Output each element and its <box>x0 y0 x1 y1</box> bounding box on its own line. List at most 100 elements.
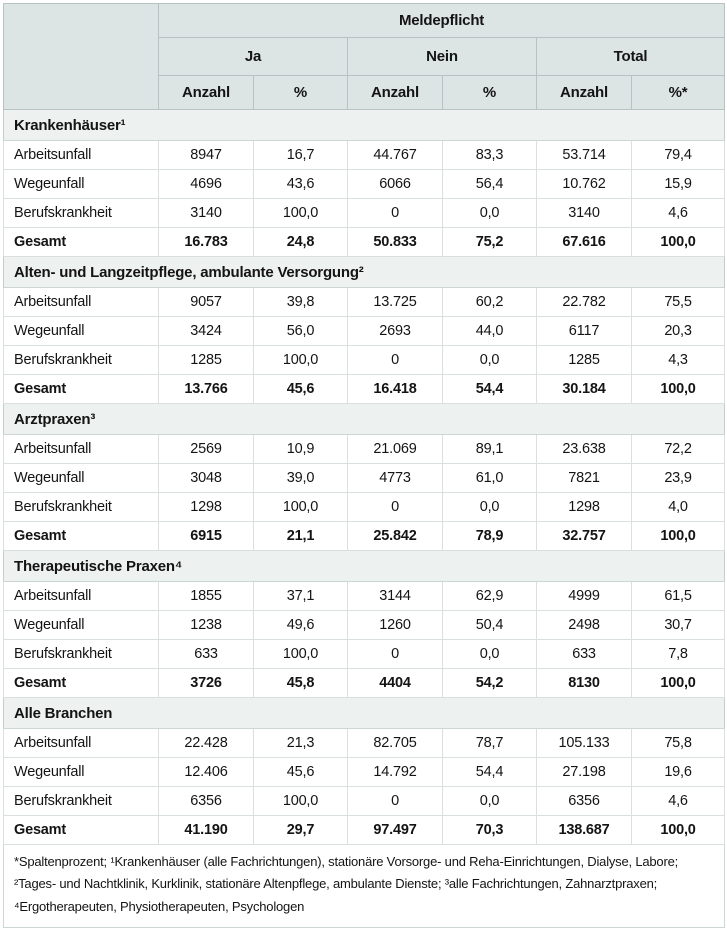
row-label: Wegeunfall <box>3 316 159 346</box>
cell-value: 3048 <box>158 463 254 493</box>
header-nein-prozent: % <box>442 75 537 110</box>
cell-value: 56,0 <box>253 316 348 346</box>
section-title: Alten- und Langzeitpflege, ambulante Ver… <box>2 256 726 288</box>
cell-value: 54,2 <box>442 668 537 698</box>
cell-value: 633 <box>536 639 632 669</box>
cell-value: 39,0 <box>253 463 348 493</box>
cell-value: 100,0 <box>253 345 348 375</box>
cell-value: 41.190 <box>158 815 254 845</box>
table-row: Gesamt 6915 21,1 25.842 78,9 32.757 100,0 <box>3 521 726 551</box>
section-title: Krankenhäuser¹ <box>2 109 726 141</box>
meldepflicht-table: Meldepflicht Ja Nein Total Anzahl % Anza… <box>2 3 726 929</box>
row-label: Gesamt <box>3 815 159 845</box>
cell-value: 100,0 <box>630 227 726 257</box>
section-header-row: Therapeutische Praxen⁴ <box>2 550 726 582</box>
row-label: Wegeunfall <box>3 463 159 493</box>
row-label: Arbeitsunfall <box>3 287 159 317</box>
row-label: Berufskrankheit <box>3 198 159 228</box>
row-label: Arbeitsunfall <box>3 434 159 464</box>
cell-value: 72,2 <box>630 434 726 464</box>
row-label: Gesamt <box>3 227 159 257</box>
section-header-row: Alten- und Langzeitpflege, ambulante Ver… <box>2 256 726 288</box>
table-row: Berufskrankheit 1285 100,0 0 0,0 1285 4,3 <box>3 345 726 375</box>
cell-value: 138.687 <box>536 815 632 845</box>
cell-value: 0 <box>347 786 443 816</box>
cell-value: 13.766 <box>158 374 254 404</box>
cell-value: 39,8 <box>253 287 348 317</box>
row-label: Berufskrankheit <box>3 639 159 669</box>
cell-value: 54,4 <box>442 374 537 404</box>
cell-value: 4,6 <box>630 786 726 816</box>
cell-value: 6915 <box>158 521 254 551</box>
cell-value: 44.767 <box>347 140 443 170</box>
cell-value: 25.842 <box>347 521 443 551</box>
cell-value: 0 <box>347 198 443 228</box>
cell-value: 43,6 <box>253 169 348 199</box>
cell-value: 1260 <box>347 610 443 640</box>
cell-value: 0,0 <box>442 198 537 228</box>
cell-value: 13.725 <box>347 287 443 317</box>
cell-value: 32.757 <box>536 521 632 551</box>
cell-value: 0,0 <box>442 639 537 669</box>
cell-value: 4,6 <box>630 198 726 228</box>
section-title: Alle Branchen <box>2 697 726 729</box>
table-row: Arbeitsunfall 1855 37,1 3144 62,9 4999 61,5 <box>3 581 726 611</box>
cell-value: 1855 <box>158 581 254 611</box>
table-row: Berufskrankheit 633 100,0 0 0,0 633 7,8 <box>3 639 726 669</box>
table-row: Gesamt 3726 45,8 4404 54,2 8130 100,0 <box>3 668 726 698</box>
cell-value: 20,3 <box>630 316 726 346</box>
cell-value: 100,0 <box>253 492 348 522</box>
cell-value: 29,7 <box>253 815 348 845</box>
row-label: Gesamt <box>3 668 159 698</box>
corner-cell <box>3 3 159 110</box>
cell-value: 100,0 <box>630 374 726 404</box>
cell-value: 67.616 <box>536 227 632 257</box>
cell-value: 1285 <box>158 345 254 375</box>
cell-value: 6117 <box>536 316 632 346</box>
cell-value: 75,5 <box>630 287 726 317</box>
cell-value: 19,6 <box>630 757 726 787</box>
row-label: Wegeunfall <box>3 169 159 199</box>
cell-value: 61,0 <box>442 463 537 493</box>
cell-value: 100,0 <box>253 639 348 669</box>
table-row: Gesamt 13.766 45,6 16.418 54,4 30.184 100,0 <box>3 374 726 404</box>
cell-value: 45,6 <box>253 374 348 404</box>
table-row: Arbeitsunfall 9057 39,8 13.725 60,2 22.782 75,… <box>3 287 726 317</box>
cell-value: 3424 <box>158 316 254 346</box>
cell-value: 97.497 <box>347 815 443 845</box>
header-ja-prozent: % <box>253 75 348 110</box>
cell-value: 50.833 <box>347 227 443 257</box>
table-footer: *Spaltenprozent; ¹Krankenhäuser (alle Fa… <box>2 843 726 929</box>
cell-value: 78,7 <box>442 728 537 758</box>
cell-value: 0,0 <box>442 786 537 816</box>
header-meldepflicht: Meldepflicht <box>157 3 726 38</box>
cell-value: 15,9 <box>630 169 726 199</box>
cell-value: 50,4 <box>442 610 537 640</box>
cell-value: 53.714 <box>536 140 632 170</box>
header-total-prozent: %* <box>630 75 726 110</box>
cell-value: 100,0 <box>630 521 726 551</box>
cell-value: 10.762 <box>536 169 632 199</box>
cell-value: 6356 <box>536 786 632 816</box>
row-label: Berufskrankheit <box>3 345 159 375</box>
cell-value: 16.783 <box>158 227 254 257</box>
cell-value: 0,0 <box>442 345 537 375</box>
cell-value: 4696 <box>158 169 254 199</box>
cell-value: 23.638 <box>536 434 632 464</box>
cell-value: 30.184 <box>536 374 632 404</box>
cell-value: 1298 <box>158 492 254 522</box>
row-label: Wegeunfall <box>3 757 159 787</box>
cell-value: 21,1 <box>253 521 348 551</box>
cell-value: 14.792 <box>347 757 443 787</box>
cell-value: 24,8 <box>253 227 348 257</box>
cell-value: 6356 <box>158 786 254 816</box>
table-row: Berufskrankheit 3140 100,0 0 0,0 3140 4,6 <box>3 198 726 228</box>
cell-value: 9057 <box>158 287 254 317</box>
row-label: Gesamt <box>3 374 159 404</box>
cell-value: 2569 <box>158 434 254 464</box>
cell-value: 8130 <box>536 668 632 698</box>
cell-value: 3726 <box>158 668 254 698</box>
row-label: Arbeitsunfall <box>3 581 159 611</box>
footnote: *Spaltenprozent; ¹Krankenhäuser (alle Fa… <box>2 843 726 929</box>
table-row: Arbeitsunfall 2569 10,9 21.069 89,1 23.638 72,… <box>3 434 726 464</box>
